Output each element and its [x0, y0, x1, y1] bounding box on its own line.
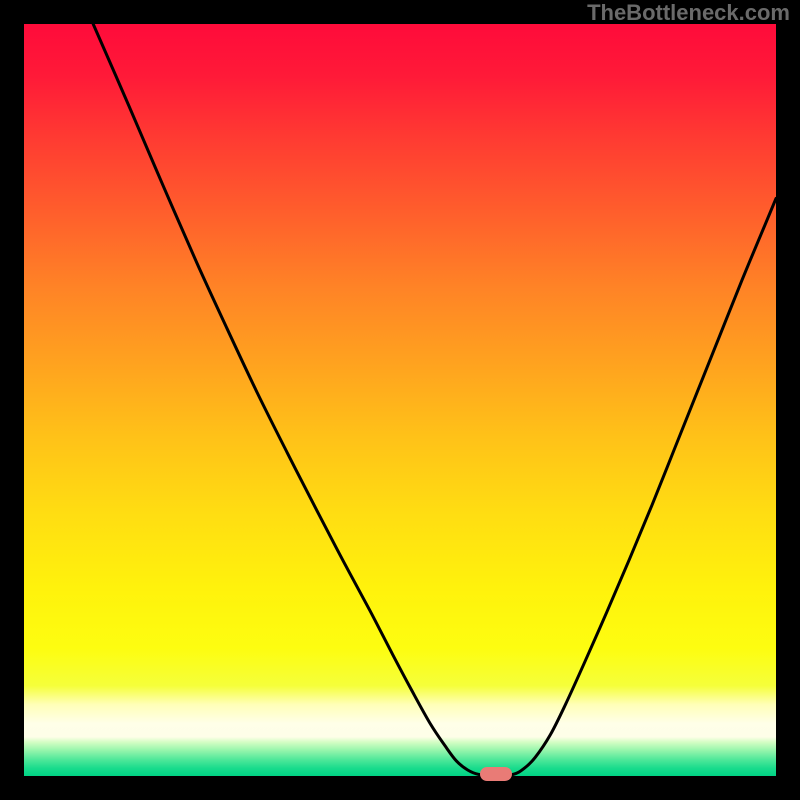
optimal-point-marker: [480, 767, 512, 781]
watermark-text: TheBottleneck.com: [587, 0, 790, 26]
chart-frame: TheBottleneck.com: [0, 0, 800, 800]
bottleneck-curve: [24, 24, 776, 776]
plot-area: [24, 24, 776, 776]
